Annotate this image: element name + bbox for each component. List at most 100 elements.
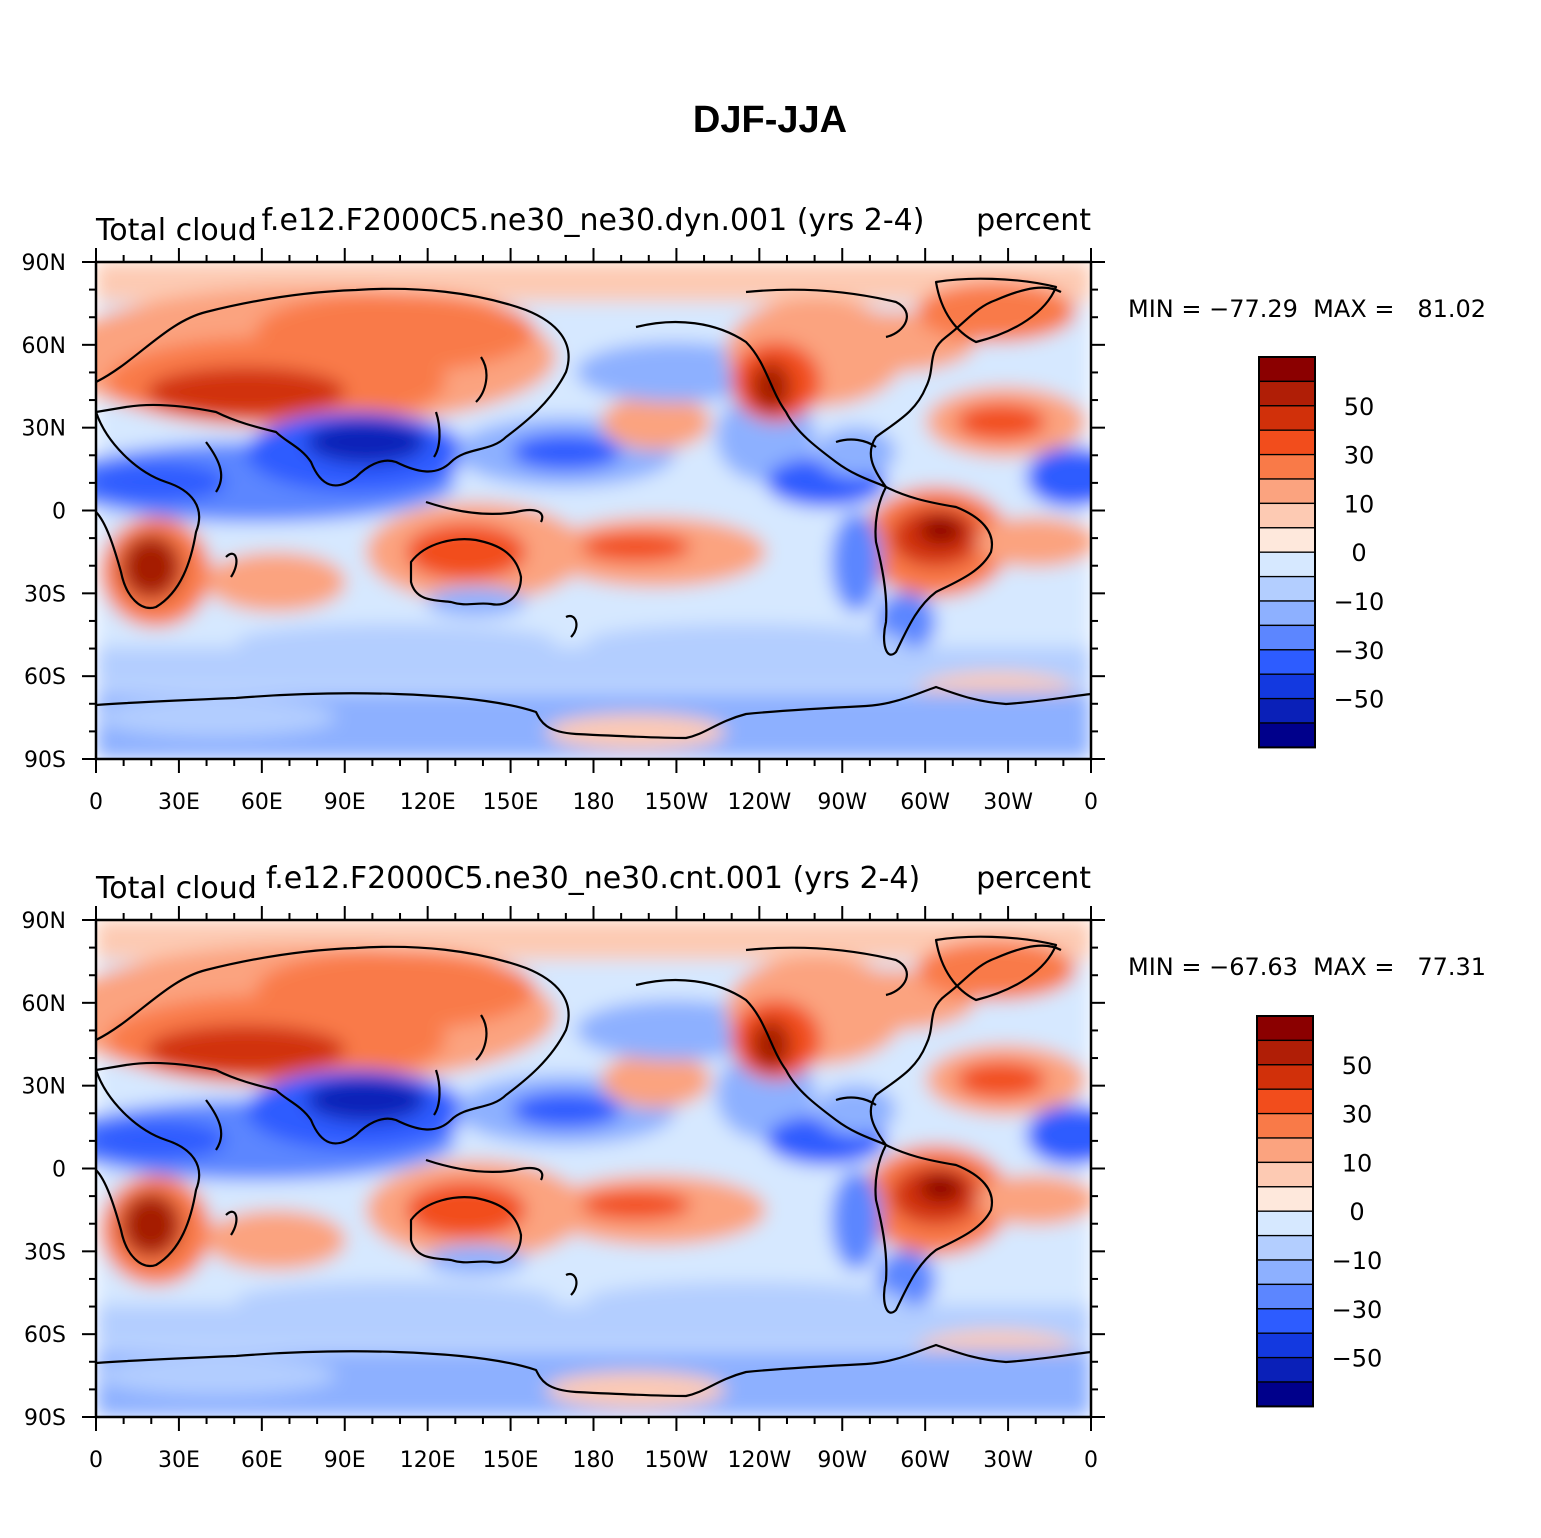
- colorbar-frame: [1258, 356, 1316, 749]
- lon-tick-label: 0: [89, 790, 103, 815]
- figure-title: DJF-JJA: [693, 99, 847, 141]
- lat-tick-label: 0: [52, 500, 66, 525]
- colorbar-box: [1256, 1259, 1314, 1286]
- lon-tick-label: 120E: [400, 790, 456, 815]
- panel-2-stats: MIN = −67.63 MAX = 77.31: [1128, 953, 1486, 981]
- lat-tick-label: 90N: [22, 251, 66, 276]
- panel-1-map: [96, 262, 1091, 759]
- colorbar-box: [1256, 1332, 1314, 1359]
- colorbar-box: [1258, 673, 1316, 700]
- colorbar-label: 30: [1344, 442, 1375, 470]
- colorbar-box: [1258, 649, 1316, 675]
- lon-tick-label: 150W: [645, 790, 709, 815]
- lat-tick-label: 60N: [22, 992, 66, 1017]
- lon-tick-label: 30W: [983, 790, 1033, 815]
- lon-tick-label: 0: [89, 1448, 103, 1473]
- panel-2-colorbar: 50 30 10 0 −10 −30 −50: [1256, 1015, 1383, 1408]
- colorbar-box: [1258, 356, 1316, 383]
- panel-2-right-label: percent: [976, 861, 1091, 896]
- colorbar-box: [1256, 1088, 1314, 1115]
- lon-tick-label: 120W: [727, 790, 791, 815]
- panel-2-center-label: f.e12.F2000C5.ne30_ne30.cnt.001 (yrs 2-4…: [266, 861, 920, 896]
- colorbar-box: [1258, 429, 1316, 456]
- lon-tick-label: 90W: [817, 790, 867, 815]
- colorbar-label: −10: [1334, 588, 1385, 616]
- colorbar-box: [1256, 1234, 1314, 1261]
- colorbar-box: [1256, 1186, 1314, 1212]
- colorbar-label: 10: [1344, 490, 1375, 518]
- lat-tick-label: 60N: [22, 334, 66, 359]
- colorbar-label: −50: [1332, 1345, 1383, 1373]
- lon-tick-label: 180: [573, 790, 615, 815]
- colorbar-label: −10: [1332, 1247, 1383, 1275]
- colorbar-frame: [1256, 1015, 1314, 1408]
- lat-tick-label: 90N: [22, 909, 66, 934]
- colorbar-box: [1256, 1381, 1314, 1408]
- lon-tick-label: 30E: [158, 1448, 200, 1473]
- lat-tick-label: 30N: [22, 417, 66, 442]
- lon-tick-label: 90E: [324, 1448, 366, 1473]
- colorbar-label: −50: [1334, 686, 1385, 714]
- lon-tick-label: 150E: [483, 790, 539, 815]
- lon-tick-label: 60E: [241, 1448, 283, 1473]
- colorbar-box: [1258, 697, 1316, 724]
- lon-tick-label: 60W: [900, 790, 950, 815]
- lon-tick-label: 0: [1084, 1448, 1098, 1473]
- lon-tick-label: 30E: [158, 790, 200, 815]
- colorbar-box: [1258, 380, 1316, 407]
- colorbar-box: [1258, 575, 1316, 602]
- panel-1-stats: MIN = −77.29 MAX = 81.02: [1128, 295, 1486, 323]
- colorbar-box: [1256, 1161, 1314, 1188]
- panel-1-center-label: f.e12.F2000C5.ne30_ne30.dyn.001 (yrs 2-4…: [262, 203, 925, 238]
- lon-tick-label: 60W: [900, 1448, 950, 1473]
- colorbar-box: [1258, 722, 1316, 749]
- lon-tick-label: 180: [573, 1448, 615, 1473]
- colorbar-box: [1256, 1137, 1314, 1164]
- lon-tick-label: 150E: [483, 1448, 539, 1473]
- colorbar-box: [1258, 527, 1316, 553]
- panel-2-map: [96, 920, 1091, 1417]
- colorbar-box: [1256, 1112, 1314, 1139]
- colorbar-label: 50: [1344, 393, 1375, 421]
- lat-tick-label: 30N: [22, 1075, 66, 1100]
- lon-tick-label: 60E: [241, 790, 283, 815]
- colorbar-label: 10: [1342, 1149, 1373, 1177]
- colorbar-box: [1258, 453, 1316, 480]
- colorbar-box: [1256, 1356, 1314, 1383]
- lat-tick-label: 0: [52, 1158, 66, 1183]
- panel-1-left-label: Total cloud: [95, 213, 257, 248]
- colorbar-box: [1258, 600, 1316, 627]
- lon-tick-label: 120W: [727, 1448, 791, 1473]
- colorbar-box: [1258, 502, 1316, 529]
- lat-tick-label: 60S: [24, 665, 66, 690]
- panel-1-lat-ticks: 90N 60N 30N 0 30S 60S 90S: [22, 251, 1105, 773]
- colorbar-box: [1256, 1308, 1314, 1334]
- colorbar-box: [1256, 1283, 1314, 1310]
- colorbar-box: [1258, 551, 1316, 578]
- lat-tick-label: 30S: [24, 582, 66, 607]
- lat-tick-label: 30S: [24, 1240, 66, 1265]
- panel-1-colorbar: 50 30 10 0 −10 −30 −50: [1258, 356, 1385, 749]
- colorbar-label: 50: [1342, 1052, 1373, 1080]
- colorbar-label: 0: [1351, 539, 1366, 567]
- panel-2-lat-ticks: 90N 60N 30N 0 30S 60S 90S: [22, 909, 1105, 1431]
- panel-1-right-label: percent: [976, 203, 1091, 238]
- lon-tick-label: 0: [1084, 790, 1098, 815]
- lon-tick-label: 120E: [400, 1448, 456, 1473]
- lat-tick-label: 90S: [24, 748, 66, 773]
- panel-1-lon-ticks: 0 30E 60E 90E 120E 150E 180 150W 120W 90W 60W 30W 0: [89, 248, 1098, 815]
- panel-1: Total cloud f.e12.F2000C5.ne30_ne30.dyn.…: [22, 203, 1487, 815]
- lon-tick-label: 30W: [983, 1448, 1033, 1473]
- lon-tick-label: 150W: [645, 1448, 709, 1473]
- lon-tick-label: 90W: [817, 1448, 867, 1473]
- panel-2-left-label: Total cloud: [95, 871, 257, 906]
- lon-tick-label: 90E: [324, 790, 366, 815]
- colorbar-label: 0: [1349, 1198, 1364, 1226]
- panel-2-lon-ticks: 0 30E 60E 90E 120E 150E 180 150W 120W 90W 60W 30W 0: [89, 906, 1098, 1473]
- colorbar-label: −30: [1334, 637, 1385, 665]
- colorbar-box: [1258, 405, 1316, 431]
- lat-tick-label: 90S: [24, 1406, 66, 1431]
- colorbar-box: [1256, 1039, 1314, 1066]
- colorbar-label: 30: [1342, 1101, 1373, 1129]
